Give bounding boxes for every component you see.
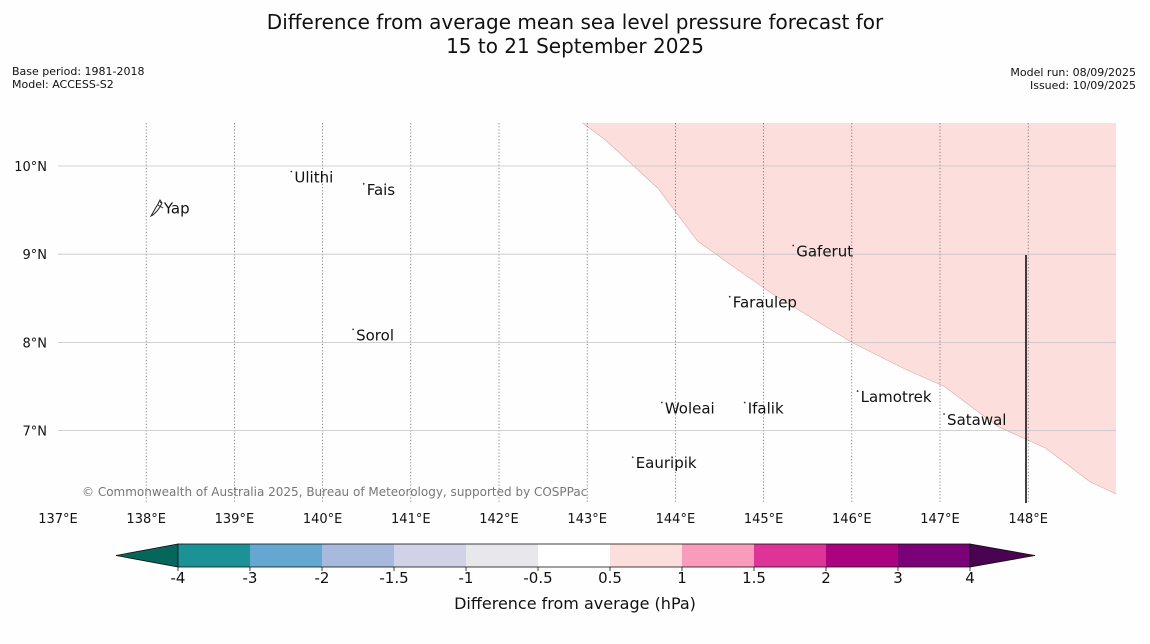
island-dot bbox=[159, 201, 162, 204]
place-label: Sorol bbox=[356, 326, 394, 344]
colorbar-bins bbox=[115, 543, 1036, 568]
colorbar-tick-label: -3 bbox=[243, 569, 258, 587]
title-line-1: Difference from average mean sea level p… bbox=[266, 10, 884, 34]
base-period: Base period: 1981-2018 bbox=[12, 65, 145, 78]
colorbar-tick-label: -2 bbox=[315, 569, 330, 587]
longitude-label: 147°E bbox=[920, 512, 960, 527]
colorbar-bin bbox=[466, 544, 538, 567]
colorbar-bin bbox=[898, 544, 970, 567]
anomaly-region bbox=[582, 123, 1116, 495]
place-satawal: Satawal bbox=[943, 411, 1006, 429]
place-label: Yap bbox=[163, 199, 190, 217]
place-yap: Yap bbox=[159, 199, 190, 217]
place-woleai: Woleai bbox=[660, 400, 715, 418]
colorbar-tick-label: -0.5 bbox=[523, 569, 552, 587]
longitude-label: 144°E bbox=[656, 512, 696, 527]
colorbar-bin bbox=[322, 544, 394, 567]
colorbar-tick-label: 1 bbox=[677, 569, 687, 587]
island-dot bbox=[728, 295, 731, 298]
island-dot bbox=[743, 401, 746, 404]
place-label: Ulithi bbox=[294, 168, 333, 186]
map: Yap Ulithi Fais Gaferut Faraulep Sorol Woleai I… bbox=[14, 123, 1116, 527]
meta-right: Model run: 08/09/2025 Issued: 10/09/2025 bbox=[1010, 66, 1136, 92]
colorbar-over-triangle bbox=[969, 543, 1036, 568]
colorbar-outline bbox=[177, 543, 971, 568]
longitude-label: 139°E bbox=[215, 512, 255, 527]
longitude-label: 142°E bbox=[479, 512, 519, 527]
copyright-notice: © Commonwealth of Australia 2025, Bureau… bbox=[82, 485, 587, 499]
colorbar-bin bbox=[538, 544, 610, 567]
issued-date: Issued: 10/09/2025 bbox=[1029, 79, 1136, 92]
colorbar-tick-label: 4 bbox=[965, 569, 975, 587]
longitude-label: 143°E bbox=[567, 512, 607, 527]
gridlines bbox=[58, 123, 1116, 503]
island-dot bbox=[660, 401, 663, 404]
colorbar-tick-label: 0.5 bbox=[598, 569, 622, 587]
colorbar-bin bbox=[394, 544, 466, 567]
colorbar-under-triangle bbox=[115, 543, 179, 568]
longitude-label: 148°E bbox=[1008, 512, 1048, 527]
colorbar-bin bbox=[610, 544, 682, 567]
place-gaferut: Gaferut bbox=[792, 243, 853, 261]
latitude-label: 9°N bbox=[23, 248, 48, 263]
place-label: Eauripik bbox=[636, 454, 697, 472]
colorbar-tick-label: 3 bbox=[893, 569, 903, 587]
longitude-label: 138°E bbox=[126, 512, 166, 527]
place-label: Fais bbox=[367, 181, 396, 199]
place-label: Faraulep bbox=[733, 294, 797, 312]
colorbar-tick-labels: -4 -3 -2 -1.5 -1 -0.5 0.5 1 1.5 2 3 4 bbox=[171, 567, 975, 587]
longitude-label: 146°E bbox=[832, 512, 872, 527]
place-label: Gaferut bbox=[796, 243, 853, 261]
model-name: Model: ACCESS-S2 bbox=[12, 78, 114, 91]
yap-island-icon bbox=[149, 199, 164, 218]
place-ulithi: Ulithi bbox=[290, 168, 333, 186]
map-title: Difference from average mean sea level p… bbox=[0, 10, 1150, 58]
model-run: Model run: 08/09/2025 bbox=[1010, 66, 1136, 79]
colorbar-bin bbox=[682, 544, 754, 567]
title-line-2: 15 to 21 September 2025 bbox=[446, 34, 704, 58]
longitude-label: 145°E bbox=[744, 512, 784, 527]
colorbar-tick-label: -1.5 bbox=[379, 569, 408, 587]
colorbar-bin bbox=[178, 544, 250, 567]
place-lamotrek: Lamotrek bbox=[856, 388, 932, 406]
place-label: Satawal bbox=[947, 411, 1006, 429]
colorbar-label: Difference from average (hPa) bbox=[454, 594, 696, 613]
longitude-label: 137°E bbox=[38, 512, 78, 527]
place-eauripik: Eauripik bbox=[631, 454, 697, 472]
place-labels: Yap Ulithi Fais Gaferut Faraulep Sorol Woleai I… bbox=[159, 168, 1006, 472]
island-dot bbox=[352, 328, 355, 331]
island-dot bbox=[943, 413, 945, 415]
place-label: Woleai bbox=[665, 400, 715, 418]
latitude-label: 7°N bbox=[23, 425, 48, 440]
colorbar-tick-label: -1 bbox=[459, 569, 474, 587]
axis-tick-labels: 137°E 138°E 139°E 140°E 141°E 142°E 143°E 144°E… bbox=[14, 160, 1048, 527]
island-dot bbox=[631, 456, 634, 459]
map-plot-area: Yap Ulithi Fais Gaferut Faraulep Sorol Woleai I… bbox=[58, 123, 1116, 503]
place-label: Ifalik bbox=[748, 400, 784, 418]
colorbar-tick-label: 1.5 bbox=[742, 569, 766, 587]
island-dot bbox=[856, 390, 859, 392]
meta-left: Base period: 1981-2018 Model: ACCESS-S2 bbox=[12, 65, 144, 91]
island-dot bbox=[792, 244, 795, 247]
colorbar-bin bbox=[826, 544, 898, 567]
place-faraulep: Faraulep bbox=[728, 294, 797, 312]
colorbar-tick-label: -4 bbox=[171, 569, 186, 587]
island-dot bbox=[290, 170, 293, 173]
longitude-label: 141°E bbox=[391, 512, 431, 527]
place-label: Lamotrek bbox=[861, 388, 932, 406]
latitude-label: 10°N bbox=[14, 160, 47, 175]
colorbar-tick-label: 2 bbox=[821, 569, 831, 587]
island-dot bbox=[362, 182, 365, 185]
place-fais: Fais bbox=[362, 181, 396, 199]
place-sorol: Sorol bbox=[352, 326, 394, 344]
latitude-label: 8°N bbox=[23, 336, 48, 351]
place-ifalik: Ifalik bbox=[743, 400, 784, 418]
colorbar-bin bbox=[250, 544, 322, 567]
colorbar-bin bbox=[754, 544, 826, 567]
longitude-label: 140°E bbox=[303, 512, 343, 527]
